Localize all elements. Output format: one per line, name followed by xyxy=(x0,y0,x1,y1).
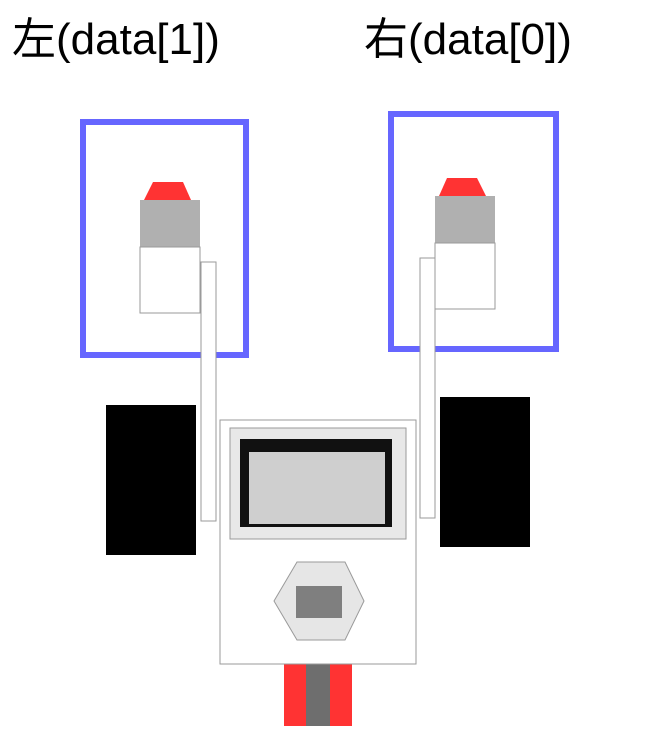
right-sensor-arm xyxy=(419,257,436,519)
right-sensor-tip xyxy=(439,178,486,196)
right-sensor-body xyxy=(434,242,496,310)
left-sensor-label: 左(data[1]) xyxy=(12,15,220,64)
right-sensor-detection-box xyxy=(388,111,559,352)
right-sensor-cap xyxy=(435,196,495,243)
rear-shaft xyxy=(306,664,330,726)
left-sensor-body xyxy=(139,246,201,314)
hub-center-button xyxy=(296,586,342,618)
right-wheel xyxy=(440,397,530,547)
left-wheel xyxy=(106,405,196,555)
hexagon-button-icon xyxy=(273,561,365,641)
screen-display xyxy=(249,452,385,524)
left-sensor-arm xyxy=(200,261,217,522)
left-sensor-tip xyxy=(144,182,191,200)
left-sensor-detection-box xyxy=(80,119,249,358)
color-sensor-icon xyxy=(139,182,201,314)
right-sensor-label: 右(data[0]) xyxy=(364,15,572,64)
color-sensor-icon xyxy=(434,178,496,310)
left-sensor-cap xyxy=(140,200,200,247)
